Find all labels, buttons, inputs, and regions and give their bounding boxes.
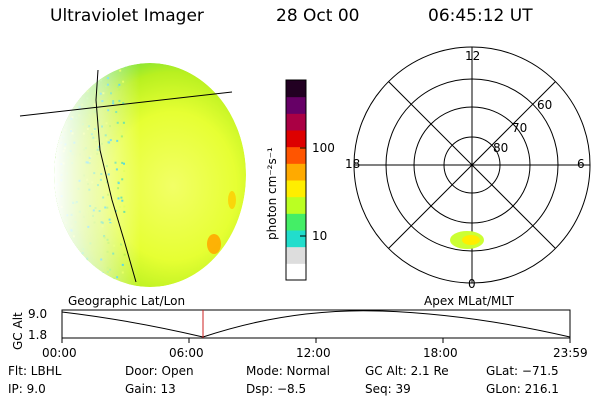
latitude-line	[19, 91, 233, 117]
info-flt: Flt: LBHL	[8, 364, 62, 378]
earth-disk-image	[54, 63, 246, 287]
altitude-ytick-high: 9.0	[28, 307, 48, 321]
mlt-label-18: 18	[345, 157, 361, 171]
lat-label-80: 80	[493, 141, 509, 155]
info-door: Door: Open	[125, 364, 194, 378]
colorbar-band	[286, 230, 306, 248]
lat-label-60: 60	[537, 98, 553, 112]
info-ip: IP: 9.0	[8, 382, 46, 396]
colorbar-label-10: 10	[312, 229, 328, 243]
xtick-2359: 23:59	[553, 346, 588, 360]
colorbar-band	[286, 146, 306, 164]
info-gcalt: GC Alt: 2.1 Re	[365, 364, 449, 378]
apex-label: Apex MLat/MLT	[424, 294, 514, 308]
info-dsp: Dsp: −8.5	[246, 382, 307, 396]
info-seq: Seq: 39	[365, 382, 411, 396]
mlt-label-12: 12	[465, 49, 481, 63]
colorbar-band	[286, 113, 306, 131]
geographic-label: Geographic Lat/Lon	[68, 294, 186, 308]
longitude-line	[95, 69, 137, 283]
mlt-label-6: 6	[577, 157, 585, 171]
colorbar-band	[286, 96, 306, 114]
info-glon: GLon: 216.1	[486, 382, 559, 396]
colorbar-label-100: 100	[312, 141, 335, 155]
colorbar-band	[286, 196, 306, 214]
altitude-ylabel: GC Alt	[11, 312, 25, 350]
date-label: 28 Oct 00	[276, 6, 360, 26]
lat-label-70: 70	[512, 121, 528, 135]
altitude-ytick-low: 1.8	[28, 328, 48, 342]
colorbar-band	[286, 80, 306, 98]
time-label: 06:45:12 UT	[428, 6, 533, 26]
info-gain: Gain: 13	[125, 382, 176, 396]
colorbar-band	[286, 163, 306, 181]
colorbar-band	[286, 246, 306, 264]
xtick-0600: 06:00	[169, 346, 204, 360]
xtick-0000: 00:00	[42, 346, 77, 360]
info-mode: Mode: Normal	[246, 364, 330, 378]
polar-plot	[353, 46, 591, 284]
xtick-1200: 12:00	[296, 346, 331, 360]
info-glat: GLat: −71.5	[486, 364, 559, 378]
altitude-plot	[61, 309, 571, 343]
mlt-label-0: 0	[468, 277, 476, 291]
colorbar-band	[286, 213, 306, 231]
color-bar	[286, 80, 306, 281]
colorbar-band	[286, 130, 306, 148]
colorbar-band	[286, 263, 306, 281]
colorbar-units: photon cm⁻²s⁻¹	[265, 147, 279, 240]
instrument-title: Ultraviolet Imager	[50, 6, 204, 26]
colorbar-band	[286, 180, 306, 198]
xtick-1800: 18:00	[423, 346, 458, 360]
altitude-curve	[61, 310, 571, 338]
